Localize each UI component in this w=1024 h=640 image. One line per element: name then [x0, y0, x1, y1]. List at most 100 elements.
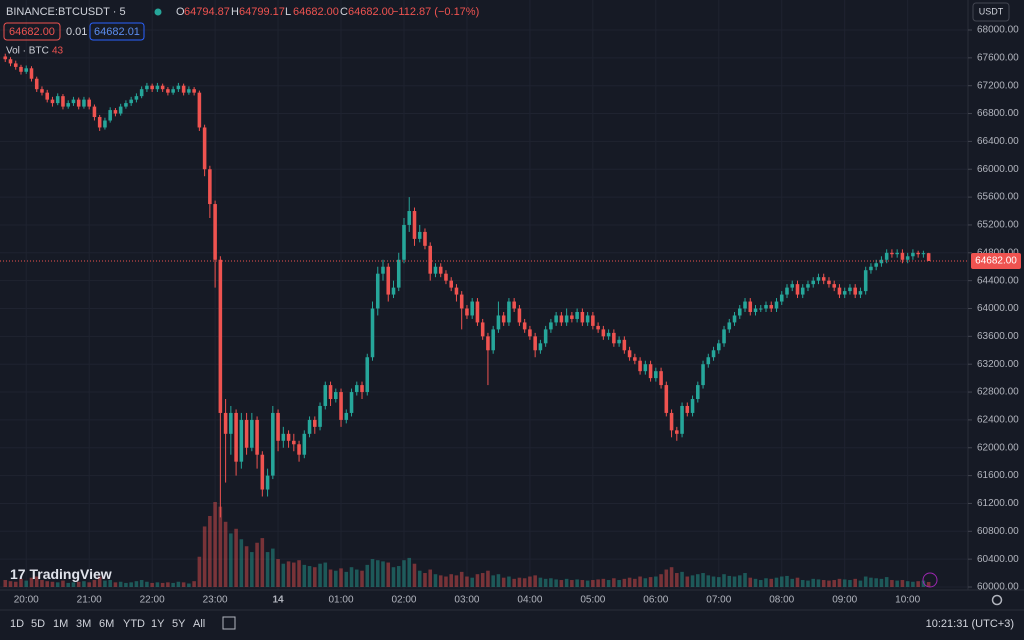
x-tick-label: 02:00 [391, 595, 416, 606]
volume-bar [218, 506, 223, 587]
volume-bar [491, 575, 495, 587]
candle-body [680, 405, 684, 434]
candle-body [13, 63, 18, 67]
candle-body [328, 385, 333, 400]
range-button[interactable]: YTD [123, 618, 145, 630]
candle-body [202, 127, 207, 170]
candle-body [758, 308, 763, 310]
candle-body [365, 357, 370, 393]
candle-body [344, 412, 349, 420]
candle-body [29, 68, 34, 79]
volume-bar [612, 578, 616, 587]
volume-bar [19, 578, 23, 587]
volume-bar [848, 580, 852, 587]
volume-bar [71, 582, 76, 587]
volume-bar [785, 575, 789, 587]
volume-bar [648, 577, 653, 587]
candle-body [255, 419, 259, 455]
ask: 64682.01 [94, 26, 140, 38]
range-toolbar: 1D 5D 1M 3M 6M YTD 1Y 5Y All [10, 618, 205, 630]
volume-bar [659, 574, 663, 587]
logo: 17 TradingView [10, 566, 112, 582]
x-tick-label: 20:00 [14, 595, 39, 606]
candle-body [879, 259, 884, 264]
candle-body [187, 89, 191, 93]
legend-value: 64682.00 [293, 6, 339, 18]
volume-bar [40, 580, 44, 587]
candle-body [391, 287, 396, 295]
date-range-icon[interactable] [222, 616, 236, 630]
volume-bar [386, 562, 391, 587]
candle-body [134, 96, 139, 100]
candle-body [491, 329, 495, 351]
volume-bar [160, 582, 165, 587]
volume-bar [884, 577, 889, 587]
candle-body [821, 277, 826, 281]
candle-body [66, 103, 70, 107]
candle-body [61, 96, 65, 107]
volume-bar [842, 579, 847, 587]
volume-bar [197, 556, 202, 587]
candle-body [223, 412, 228, 434]
candle-body [811, 280, 816, 285]
settings-icon[interactable] [991, 594, 1003, 606]
x-tick-label: 03:00 [454, 595, 479, 606]
range-button[interactable]: 5Y [172, 618, 186, 630]
candle-body [313, 419, 317, 427]
volume-bar [187, 583, 191, 587]
volume-bar [328, 569, 333, 587]
volume-bar [890, 580, 894, 587]
y-tick-label: 60400.00 [977, 554, 1019, 565]
candle-body [181, 85, 186, 93]
range-button[interactable]: 5D [31, 618, 45, 630]
volume-bar [433, 574, 438, 587]
bid-box[interactable] [3, 22, 61, 41]
currency-button[interactable] [972, 2, 1010, 22]
candle-body [622, 339, 627, 351]
volume-bar [743, 573, 747, 587]
overlay: BINANCE:BTCUSDT · 5 64682.00 0.01 64682.… [0, 2, 1021, 630]
volume-bar [76, 581, 81, 587]
ask-box[interactable] [89, 22, 145, 41]
volume-bar [118, 581, 123, 587]
volume-bar [255, 542, 259, 587]
volume-bar [507, 576, 511, 587]
candle-body [444, 273, 448, 281]
volume-bar [234, 528, 238, 587]
x-tick-label: 10:00 [895, 595, 920, 606]
volume-bar [13, 581, 18, 587]
x-tick-label: 06:00 [643, 595, 668, 606]
candle-body [517, 308, 522, 323]
candle-body [816, 277, 821, 281]
candle-body [150, 85, 154, 90]
volume-bar [113, 582, 118, 587]
volume-bar [375, 560, 380, 587]
range-button[interactable]: All [193, 618, 205, 630]
range-button[interactable]: 1D [10, 618, 24, 630]
range-button[interactable]: 3M [76, 618, 91, 630]
grid [0, 0, 968, 590]
candle-body [113, 110, 118, 114]
candle-body [297, 444, 301, 455]
volume-bar [496, 574, 501, 587]
volume-bar [575, 579, 579, 587]
volume-bar [208, 515, 212, 587]
candle-body [176, 85, 181, 90]
lightning-icon[interactable] [922, 572, 938, 588]
volume-bar [349, 567, 354, 587]
candle-body [24, 68, 29, 72]
volume-bar [323, 562, 328, 587]
volume-bar [585, 580, 590, 587]
range-button[interactable]: 1Y [151, 618, 165, 630]
volume-bar [617, 580, 621, 587]
range-button[interactable]: 6M [99, 618, 114, 630]
volume-bar [475, 574, 480, 587]
candle-body [8, 59, 13, 64]
volume-bar [202, 526, 207, 587]
candle-body [402, 224, 406, 260]
y-tick-label: 66800.00 [977, 108, 1019, 119]
y-tick-label: 62800.00 [977, 387, 1019, 398]
volume-bar [664, 569, 669, 587]
range-button[interactable]: 1M [53, 618, 68, 630]
volume-bar [45, 581, 50, 587]
